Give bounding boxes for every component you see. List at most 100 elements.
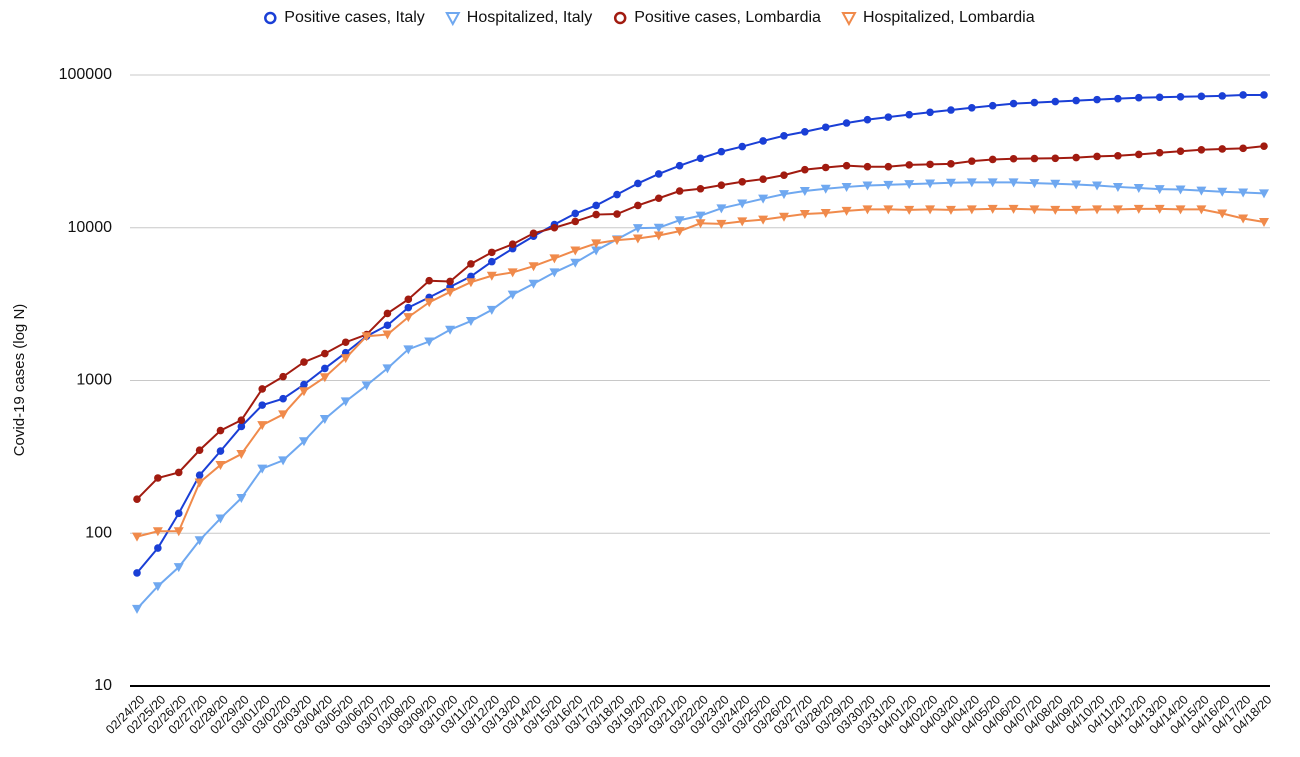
point xyxy=(446,277,454,286)
point xyxy=(716,204,727,214)
legend-label: Positive cases, Italy xyxy=(284,9,425,26)
point xyxy=(841,206,852,216)
point xyxy=(613,210,621,218)
point xyxy=(174,509,183,518)
point xyxy=(549,254,560,264)
point xyxy=(403,345,414,355)
point xyxy=(945,178,956,188)
point xyxy=(1029,205,1040,215)
point xyxy=(1050,179,1061,189)
point xyxy=(738,177,747,186)
point xyxy=(132,604,142,614)
point xyxy=(945,205,956,215)
point xyxy=(321,364,329,373)
point xyxy=(801,165,809,174)
point xyxy=(1238,214,1249,224)
point xyxy=(653,231,664,241)
point xyxy=(1030,154,1039,163)
point xyxy=(340,397,351,407)
point xyxy=(926,108,934,117)
point xyxy=(820,208,831,218)
point xyxy=(174,468,183,477)
series xyxy=(132,204,1269,542)
series xyxy=(132,178,1269,614)
point xyxy=(508,240,517,249)
point xyxy=(528,262,539,272)
point xyxy=(403,313,414,323)
point xyxy=(507,290,518,300)
point xyxy=(675,187,684,195)
point xyxy=(215,514,226,524)
point xyxy=(1260,91,1268,99)
point xyxy=(465,278,476,288)
point xyxy=(1009,99,1018,108)
point xyxy=(152,527,163,537)
point xyxy=(778,212,789,222)
point xyxy=(674,216,685,226)
y-axis-label: Covid-19 cases (log N) xyxy=(11,304,28,457)
point xyxy=(319,373,330,383)
point xyxy=(1259,218,1269,228)
point xyxy=(300,358,308,366)
point xyxy=(425,276,433,285)
point xyxy=(300,380,308,389)
legend-marker xyxy=(841,12,857,27)
point xyxy=(1197,145,1206,154)
point xyxy=(632,224,643,234)
point xyxy=(298,437,309,447)
point xyxy=(863,115,872,124)
point xyxy=(1217,209,1228,219)
point xyxy=(905,161,914,169)
point xyxy=(465,317,476,327)
point xyxy=(966,205,977,215)
point xyxy=(1093,95,1101,104)
point xyxy=(1008,204,1019,214)
point xyxy=(154,544,162,552)
point xyxy=(592,201,600,210)
point xyxy=(758,215,769,225)
y-tick-label: 1000 xyxy=(76,372,112,389)
point xyxy=(361,381,372,391)
point xyxy=(1029,179,1040,189)
point xyxy=(194,536,205,546)
point xyxy=(298,387,309,397)
point xyxy=(695,219,706,229)
point xyxy=(966,178,977,188)
point xyxy=(487,248,496,257)
point xyxy=(904,180,915,190)
point xyxy=(738,142,747,151)
point xyxy=(926,160,934,169)
point xyxy=(904,205,915,215)
point xyxy=(1008,178,1019,188)
point xyxy=(1217,187,1228,197)
point xyxy=(716,219,727,229)
point xyxy=(613,190,621,199)
point xyxy=(653,223,664,233)
point xyxy=(862,181,873,191)
point xyxy=(319,414,330,424)
point xyxy=(759,137,767,145)
point xyxy=(257,421,268,431)
point xyxy=(278,410,289,420)
y-tick-label: 10000 xyxy=(68,219,113,236)
point xyxy=(195,446,204,454)
line xyxy=(136,145,1265,500)
point xyxy=(1134,93,1143,102)
point xyxy=(361,332,372,342)
point xyxy=(1133,204,1144,214)
point xyxy=(654,170,663,178)
point xyxy=(884,113,893,121)
point xyxy=(258,385,267,393)
point xyxy=(591,239,602,249)
point xyxy=(820,184,831,194)
point xyxy=(279,372,287,381)
point xyxy=(759,175,767,183)
point xyxy=(1259,189,1269,199)
point xyxy=(467,260,475,268)
point xyxy=(883,205,894,215)
point xyxy=(884,162,893,171)
point xyxy=(382,364,393,374)
point xyxy=(1050,205,1061,215)
point xyxy=(612,236,623,246)
